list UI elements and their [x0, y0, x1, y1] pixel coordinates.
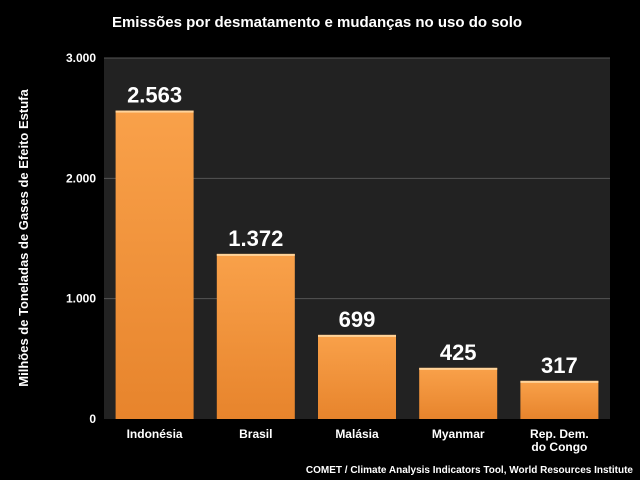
y-axis-label: Milhões de Toneladas de Gases de Efeito … — [16, 89, 31, 387]
bar — [419, 367, 498, 419]
bar — [115, 110, 194, 419]
category-label: Rep. Dem. do Congo — [530, 427, 589, 454]
data-label: 2.563 — [127, 83, 182, 108]
data-label: 699 — [339, 307, 376, 332]
y-tick-label: 3.000 — [66, 51, 96, 65]
data-label: 1.372 — [228, 226, 283, 251]
category-label: Indonésia — [127, 427, 183, 441]
bar-cap — [318, 334, 396, 337]
bar — [520, 380, 599, 419]
data-label: 317 — [541, 353, 578, 378]
y-tick-label: 0 — [89, 412, 96, 426]
x-axis-categories: Indonésia Brasil Malásia Myanmar Rep. Dem. do… — [127, 427, 589, 454]
y-axis-ticks: 0 1.000 2.000 3.000 — [66, 51, 96, 426]
bar-cap — [419, 367, 498, 370]
y-tick-label: 2.000 — [66, 171, 96, 185]
bar-cap — [520, 380, 599, 383]
bar — [318, 334, 396, 419]
source-note: COMET / Climate Analysis Indicators Tool… — [306, 465, 634, 476]
bar-cap — [115, 110, 194, 113]
data-label: 425 — [440, 340, 477, 365]
bar-cap — [216, 253, 295, 256]
category-label: Myanmar — [432, 427, 485, 441]
category-label: Malásia — [335, 427, 379, 441]
chart-title: Emissões por desmatamento e mudanças no … — [112, 14, 522, 31]
category-label: Brasil — [239, 427, 272, 441]
bar — [216, 253, 295, 419]
y-tick-label: 1.000 — [66, 292, 96, 306]
bars: 2.563 1.372 699 425 317 — [115, 83, 599, 419]
